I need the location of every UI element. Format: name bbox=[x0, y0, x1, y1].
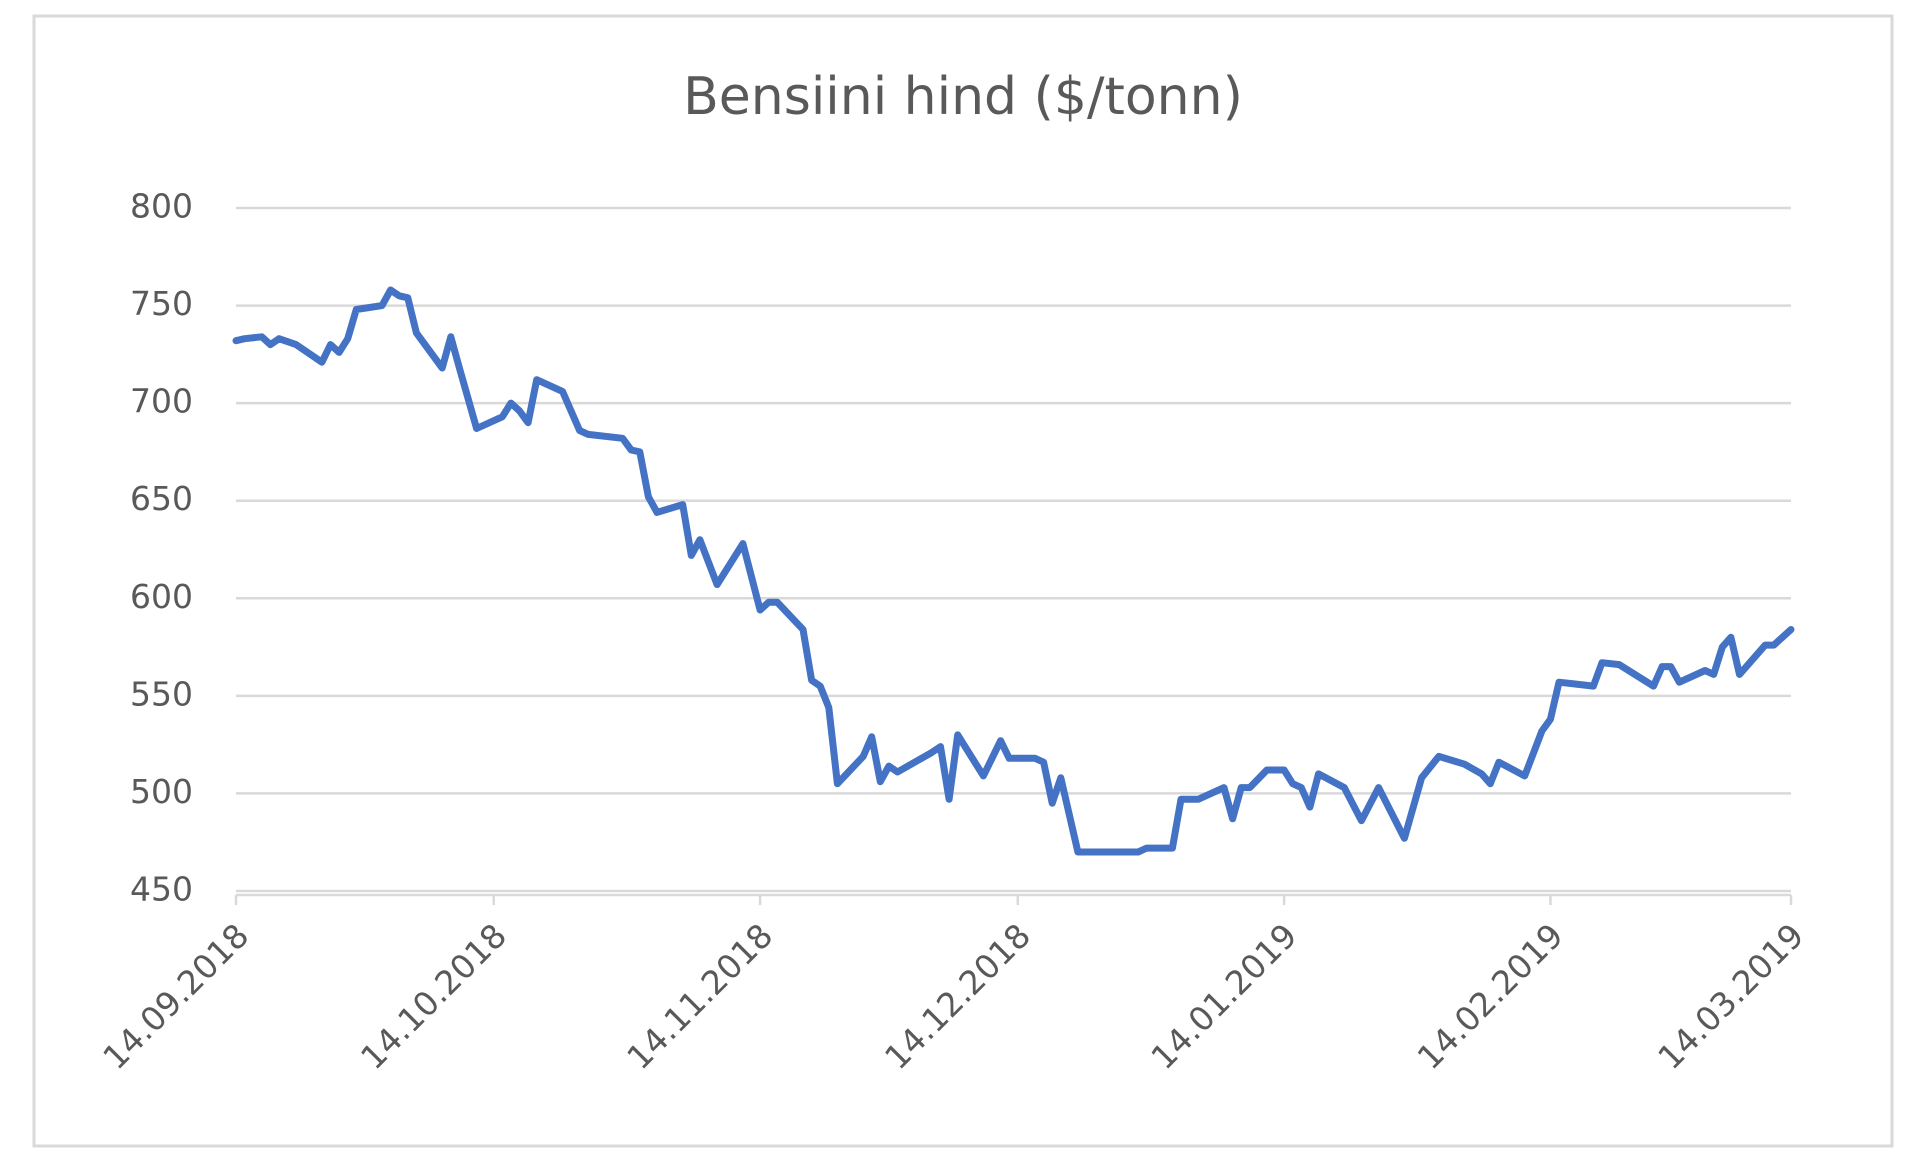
price-line bbox=[232, 286, 1795, 856]
y-tick-label: 450 bbox=[130, 870, 193, 909]
y-tick-label: 600 bbox=[130, 577, 193, 616]
chart-title: Bensiini hind ($/tonn) bbox=[683, 67, 1243, 127]
y-tick-label: 550 bbox=[130, 674, 193, 713]
y-tick-label: 700 bbox=[130, 382, 193, 421]
chart-border bbox=[32, 14, 1894, 1148]
y-tick-label: 750 bbox=[130, 284, 193, 323]
y-tick-label: 500 bbox=[130, 772, 193, 811]
y-tick-label: 650 bbox=[130, 479, 193, 518]
y-tick-label: 800 bbox=[130, 187, 193, 226]
